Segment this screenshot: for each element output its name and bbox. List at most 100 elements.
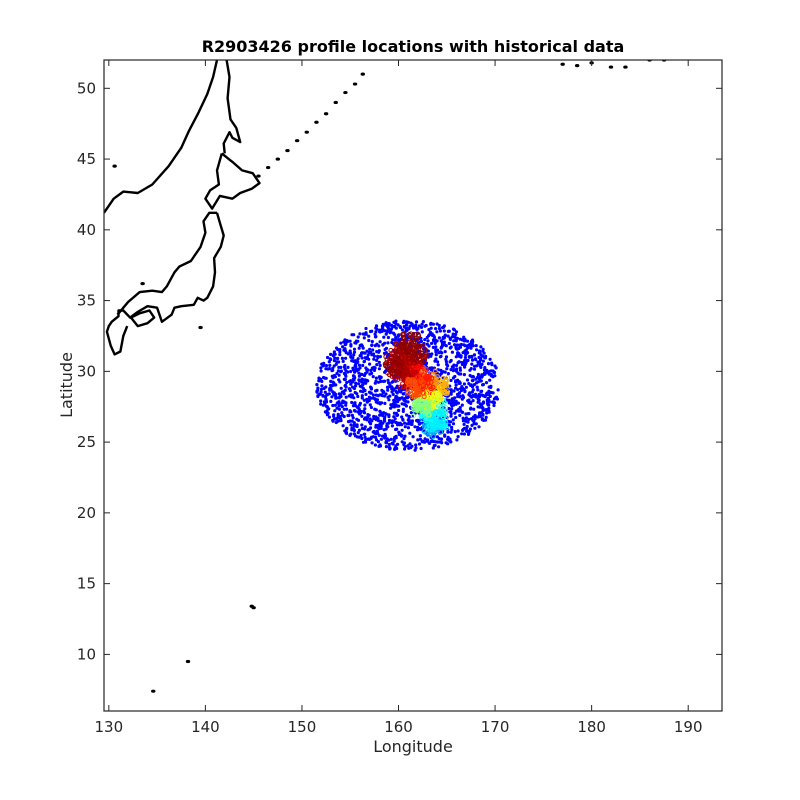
historical-point: [472, 407, 476, 411]
historical-point: [342, 365, 346, 369]
profile-point: [388, 347, 394, 353]
island: [95, 394, 99, 397]
historical-point: [357, 363, 362, 367]
historical-point: [400, 415, 404, 419]
historical-point: [490, 363, 494, 367]
historical-point: [352, 374, 356, 378]
historical-point: [472, 383, 476, 387]
historical-point: [400, 440, 404, 444]
historical-point: [376, 380, 381, 384]
historical-point: [343, 338, 347, 342]
historical-point: [357, 428, 361, 432]
historical-point: [319, 366, 323, 370]
island: [574, 64, 580, 68]
historical-point: [451, 418, 455, 422]
historical-point: [351, 404, 355, 408]
historical-point: [338, 350, 342, 354]
historical-point: [437, 326, 441, 331]
historical-point: [421, 320, 425, 324]
profile-point: [443, 411, 449, 417]
historical-point: [414, 443, 418, 447]
historical-point: [446, 442, 450, 446]
historical-point: [353, 370, 357, 374]
historical-point: [393, 417, 397, 421]
historical-point: [466, 399, 470, 403]
historical-point: [449, 420, 453, 424]
profile-point: [387, 360, 392, 365]
profile-point: [398, 350, 404, 355]
historical-point: [431, 345, 435, 349]
historical-point: [396, 400, 400, 404]
historical-point: [452, 368, 456, 372]
y-tick-label: 30: [77, 362, 96, 380]
historical-point: [476, 388, 480, 392]
historical-point: [384, 439, 388, 443]
historical-point: [368, 403, 372, 407]
historical-point: [462, 432, 466, 436]
historical-point: [338, 380, 342, 384]
historical-point: [360, 423, 364, 427]
historical-point: [467, 412, 471, 416]
profile-point: [422, 357, 428, 363]
historical-point: [324, 364, 329, 368]
island: [352, 82, 358, 86]
historical-point: [372, 357, 376, 361]
historical-point: [390, 424, 394, 428]
island: [285, 148, 290, 153]
historical-point: [493, 364, 497, 368]
historical-point: [471, 415, 476, 419]
historical-point: [353, 401, 357, 405]
historical-point: [332, 351, 336, 356]
historical-point: [471, 418, 475, 422]
historical-point: [365, 349, 369, 353]
historical-point: [449, 401, 453, 405]
historical-point: [344, 356, 348, 360]
historical-point: [373, 443, 377, 447]
historical-point: [340, 405, 344, 409]
historical-point: [362, 336, 366, 340]
historical-point: [374, 326, 378, 330]
historical-point: [478, 350, 482, 355]
historical-point: [477, 425, 481, 429]
profile-point: [432, 391, 438, 396]
historical-point: [490, 373, 494, 377]
historical-point: [449, 345, 453, 349]
profile-point: [435, 425, 441, 431]
historical-point: [394, 444, 398, 448]
historical-point: [484, 408, 488, 412]
historical-point: [352, 386, 356, 391]
historical-point: [427, 328, 431, 332]
historical-point: [459, 388, 464, 393]
historical-point: [405, 422, 409, 426]
historical-point: [384, 412, 388, 416]
historical-point: [378, 409, 382, 413]
profile-point: [402, 340, 408, 346]
historical-point: [377, 367, 381, 371]
island: [343, 90, 348, 95]
historical-point: [487, 398, 491, 402]
historical-point: [402, 442, 406, 447]
historical-point: [345, 339, 350, 344]
historical-point: [412, 326, 416, 330]
profile-point: [434, 398, 440, 404]
historical-point: [478, 364, 482, 368]
historical-point: [368, 347, 372, 351]
historical-point: [451, 332, 455, 336]
plot-area: [95, 60, 667, 693]
historical-point: [317, 392, 321, 397]
historical-point: [315, 383, 319, 387]
historical-point: [471, 399, 475, 403]
historical-point: [358, 403, 362, 407]
profile-point: [421, 396, 427, 402]
historical-point: [469, 367, 473, 371]
historical-point: [351, 356, 355, 360]
historical-point: [361, 332, 365, 336]
profile-point: [405, 376, 411, 382]
historical-point: [447, 341, 451, 346]
x-axis-label: Longitude: [373, 737, 453, 756]
historical-point: [349, 344, 353, 348]
historical-point: [376, 416, 380, 420]
profile-point: [441, 424, 447, 430]
historical-point: [378, 413, 382, 417]
historical-point: [430, 439, 434, 443]
